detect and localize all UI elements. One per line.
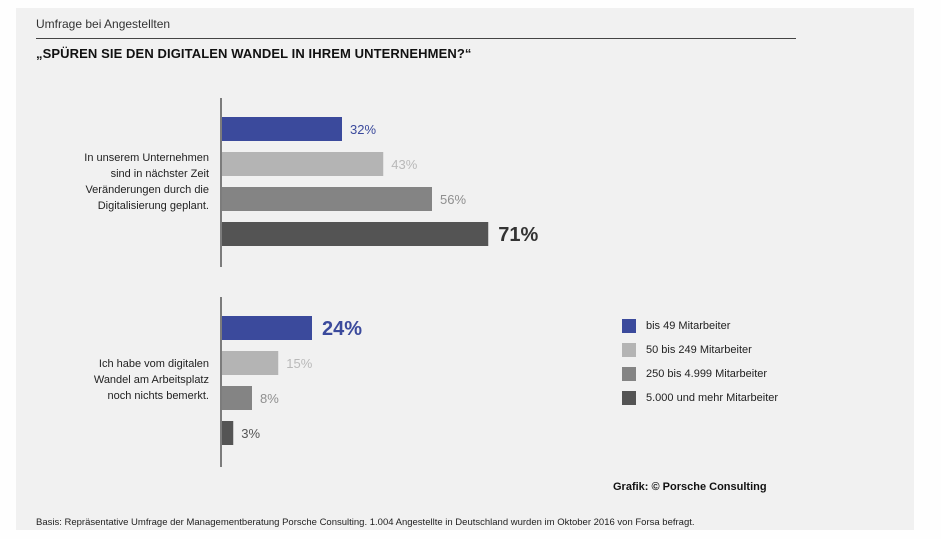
- bar-2-1: [222, 316, 312, 340]
- category-label-1: In unserem Unternehmen sind in nächster Z…: [24, 150, 209, 214]
- category-label-1-line-3: Veränderungen durch die: [85, 184, 209, 196]
- legend-swatch: [622, 367, 636, 381]
- bar-1-4: [222, 222, 489, 246]
- data-label-2-3: 8%: [260, 391, 279, 406]
- legend: bis 49 Mitarbeiter 50 bis 249 Mitarbeiter…: [622, 314, 778, 410]
- graphic-credit: Grafik: © Porsche Consulting: [613, 481, 767, 493]
- legend-label: 50 bis 249 Mitarbeiter: [646, 344, 752, 356]
- chart-eyebrow: Umfrage bei Angestellten: [36, 17, 171, 31]
- legend-swatch: [622, 391, 636, 405]
- data-label-2-2: 15%: [286, 356, 312, 371]
- legend-label: bis 49 Mitarbeiter: [646, 320, 731, 332]
- legend-item-3: 250 bis 4.999 Mitarbeiter: [622, 362, 778, 386]
- legend-swatch: [622, 319, 636, 333]
- legend-item-2: 50 bis 249 Mitarbeiter: [622, 338, 778, 362]
- category-label-2-line-1: Ich habe vom digitalen: [98, 358, 209, 370]
- bar-2-3: [222, 386, 252, 410]
- data-label-1-4: 71%: [498, 224, 538, 246]
- source-note: Basis: Repräsentative Umfrage der Manage…: [36, 517, 695, 528]
- bar-1-2: [222, 152, 384, 176]
- bar-2-2: [222, 351, 279, 375]
- legend-label: 250 bis 4.999 Mitarbeiter: [646, 368, 768, 380]
- category-label-1-line-2: sind in nächster Zeit: [110, 168, 209, 180]
- chart-background: [16, 8, 914, 530]
- data-label-2-4: 3%: [241, 426, 260, 441]
- category-label-2-line-3: noch nichts bemerkt.: [107, 390, 210, 402]
- category-label-1-line-4: Digitalisierung geplant.: [97, 200, 209, 212]
- header-rule: [36, 38, 796, 39]
- category-label-1-line-1: In unserem Unternehmen: [84, 152, 209, 164]
- legend-item-1: bis 49 Mitarbeiter: [622, 314, 778, 338]
- chart-title: „SPÜREN SIE DEN DIGITALEN WANDEL IN IHRE…: [36, 46, 472, 61]
- bar-1-1: [222, 117, 342, 141]
- data-label-2-1: 24%: [322, 318, 362, 340]
- bar-1-3: [222, 187, 432, 211]
- data-label-1-3: 56%: [440, 192, 466, 207]
- data-label-1-2: 43%: [391, 157, 417, 172]
- legend-swatch: [622, 343, 636, 357]
- bar-2-4: [222, 421, 234, 445]
- data-label-1-1: 32%: [350, 122, 376, 137]
- category-label-2-line-2: Wandel am Arbeitsplatz: [93, 374, 209, 386]
- category-label-2: Ich habe vom digitalen Wandel am Arbeitsp…: [24, 356, 209, 404]
- legend-label: 5.000 und mehr Mitarbeiter: [646, 392, 779, 404]
- legend-item-4: 5.000 und mehr Mitarbeiter: [622, 386, 778, 410]
